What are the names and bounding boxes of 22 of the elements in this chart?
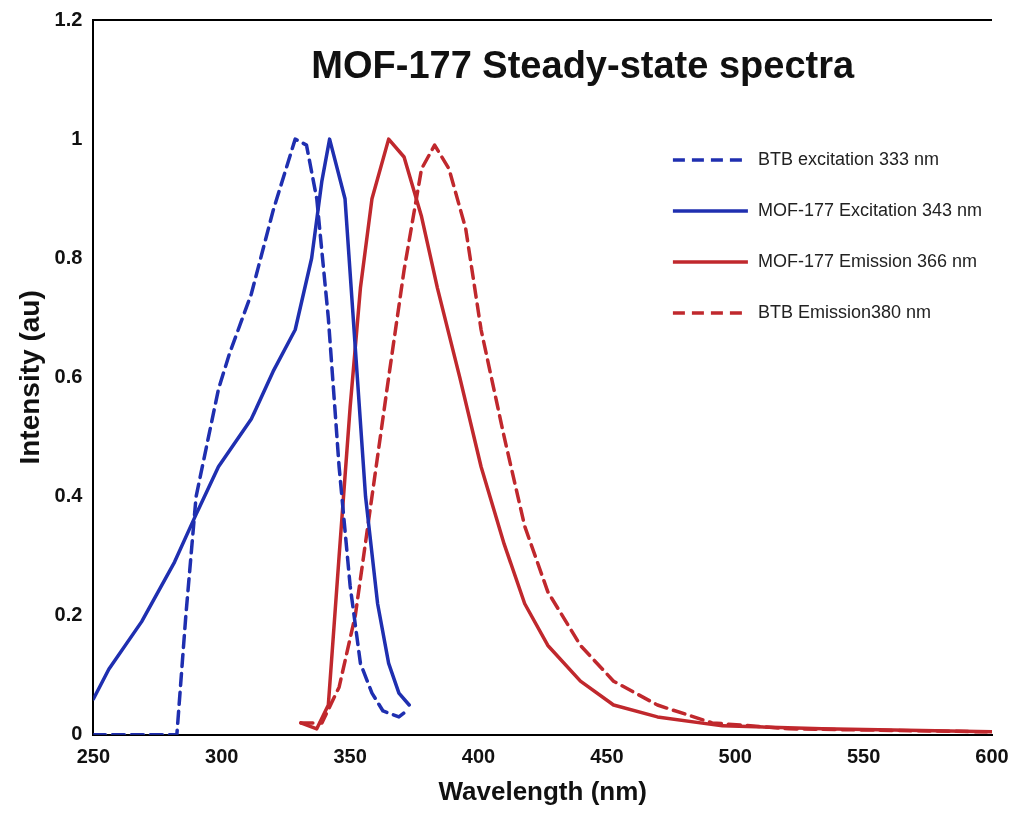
legend-label: MOF-177 Emission 366 nm: [757, 250, 977, 271]
y-tick-label: 0.6: [54, 364, 83, 387]
y-tick-label: 0.2: [54, 603, 83, 626]
x-tick-label: 600: [975, 745, 1009, 768]
x-tick-label: 500: [718, 745, 752, 768]
x-tick-label: 250: [76, 745, 111, 768]
text: MOF-177 Steady-state spectra: [311, 44, 855, 87]
legend-label: MOF-177 Excitation 343 nm: [757, 199, 983, 220]
x-tick-label: 550: [846, 745, 881, 768]
x-tick-label: 300: [205, 745, 239, 768]
legend-label: BTB Emission380 nm: [757, 301, 931, 322]
y-tick-label: 0: [71, 722, 83, 745]
x-tick-label: 350: [333, 745, 367, 768]
y-tick-label: 1.2: [54, 7, 83, 30]
y-axis-title: Intensity (au): [13, 290, 45, 465]
y-tick-label: 0.4: [54, 484, 84, 507]
x-axis-title: Wavelength (nm): [438, 775, 647, 806]
x-tick-label: 400: [461, 745, 496, 768]
y-tick-label: 1: [71, 126, 83, 149]
y-tick-label: 0.8: [54, 245, 83, 268]
x-tick-label: 450: [590, 745, 624, 768]
legend-label: BTB excitation 333 nm: [757, 148, 939, 169]
